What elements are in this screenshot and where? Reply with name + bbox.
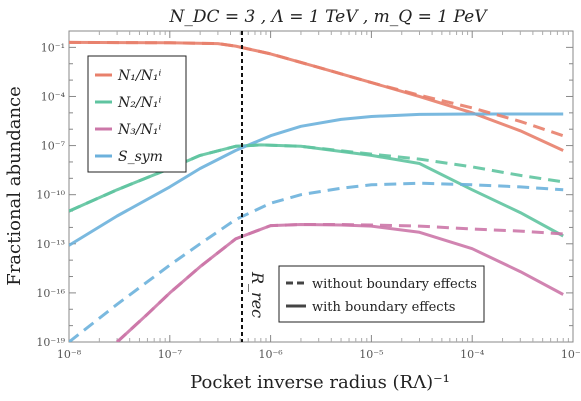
x-tick-label: 10⁻³ bbox=[561, 348, 581, 361]
legend-series: N₁/N₁ⁱ N₂/N₁ⁱ N₃/N₁ⁱ S_sym bbox=[87, 55, 187, 173]
legend-label-n2: N₂/N₁ⁱ bbox=[117, 95, 161, 111]
legend-label-n1: N₁/N₁ⁱ bbox=[117, 68, 161, 84]
axis-ticks: 10⁻⁸ 10⁻⁷ 10⁻⁶ 10⁻⁵ 10⁻⁴ 10⁻³ 10⁻¹⁹ 10⁻¹⁶ 10⁻¹³ 1… bbox=[36, 30, 581, 361]
x-tick-label: 10⁻⁴ bbox=[460, 348, 485, 361]
x-tick-label: 10⁻⁵ bbox=[359, 348, 383, 361]
y-axis-label: Fractional abundance bbox=[4, 86, 25, 286]
legend-styles: without boundary effects with boundary e… bbox=[278, 265, 485, 323]
legend-label-ssym: S_sym bbox=[118, 149, 163, 165]
y-tick-label: 10⁻¹⁶ bbox=[36, 287, 65, 300]
y-tick-label: 10⁻¹ bbox=[41, 41, 65, 54]
series-line-dashed bbox=[69, 40, 564, 138]
legend-label-n3: N₃/N₁ⁱ bbox=[117, 122, 161, 138]
series-line-solid bbox=[116, 223, 564, 342]
chart-title: N_DC = 3 , Λ = 1 TeV , m_Q = 1 PeV bbox=[168, 7, 488, 27]
plot-area bbox=[68, 30, 574, 343]
legend-label-solid: with boundary effects bbox=[312, 300, 455, 315]
recombination-label: R_rec bbox=[248, 271, 267, 318]
x-axis-label: Pocket inverse radius (RΛ)⁻¹ bbox=[190, 372, 450, 393]
y-tick-label: 10⁻⁴ bbox=[41, 90, 66, 103]
x-tick-label: 10⁻⁷ bbox=[158, 348, 183, 361]
series-line-dashed bbox=[69, 181, 564, 342]
y-tick-label: 10⁻⁷ bbox=[41, 140, 66, 153]
y-tick-label: 10⁻¹³ bbox=[36, 238, 65, 251]
legend-label-dashed: without boundary effects bbox=[312, 277, 477, 292]
y-tick-label: 10⁻¹⁰ bbox=[36, 189, 65, 202]
y-tick-label: 10⁻¹⁹ bbox=[36, 336, 65, 349]
x-tick-label: 10⁻⁸ bbox=[57, 348, 82, 361]
series-line-solid bbox=[69, 112, 564, 247]
x-tick-label: 10⁻⁶ bbox=[258, 348, 283, 361]
